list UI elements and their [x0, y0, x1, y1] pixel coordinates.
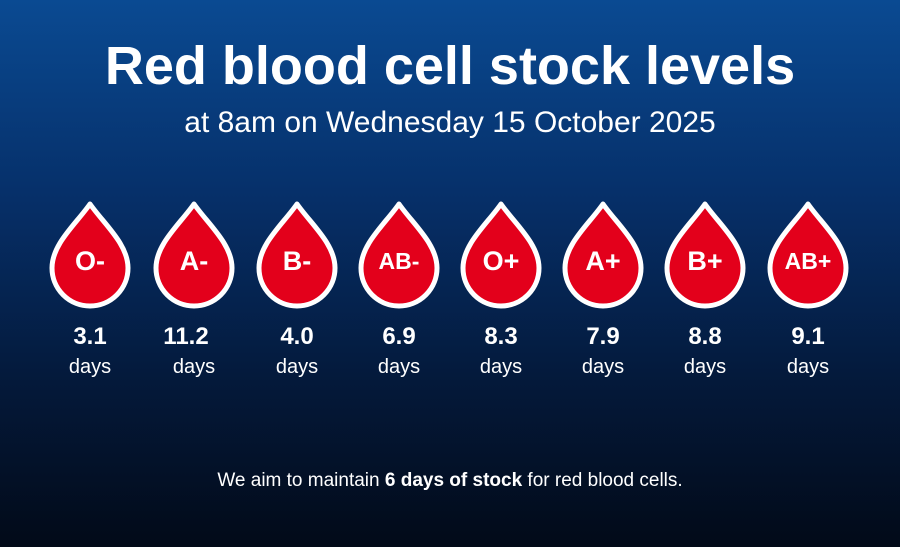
blood-drop-icon: [153, 201, 235, 309]
days-unit: days: [275, 356, 319, 378]
blood-type-o-neg: O- 3.1 days: [40, 200, 140, 390]
days-unit: days: [479, 356, 523, 378]
footer-emphasis: 6 days of stock: [384, 470, 523, 491]
blood-type-label: AB-: [378, 248, 420, 274]
days-value: 8.8: [688, 323, 722, 350]
footer-suffix: for red blood cells.: [522, 470, 683, 491]
blood-type-a-neg: A- 11.2 days: [144, 200, 244, 390]
blood-type-label: B+: [687, 246, 723, 276]
days-value: 4.0: [280, 323, 314, 350]
days-unit: days: [786, 356, 830, 378]
days-unit: days: [683, 356, 727, 378]
blood-drop-icon: [460, 201, 542, 309]
blood-drop-icon: [256, 201, 338, 309]
days-unit: days: [581, 356, 625, 378]
blood-type-b-neg: B- 4.0 days: [247, 200, 347, 390]
blood-drop-icon: [358, 201, 440, 309]
days-value: 3.1: [73, 323, 107, 350]
blood-drop-icon: [49, 201, 131, 309]
blood-type-label: A+: [585, 246, 621, 276]
blood-type-label: AB+: [784, 248, 832, 274]
blood-type-a-pos: A+ 7.9 days: [553, 200, 653, 390]
blood-type-label: A-: [179, 246, 209, 276]
blood-type-ab-pos: AB+ 9.1 days: [758, 200, 858, 390]
blood-type-label: O+: [482, 246, 520, 276]
days-unit: days: [68, 356, 112, 378]
days-value: 11.2: [163, 323, 209, 350]
blood-drop-icon: [767, 201, 849, 309]
blood-drop-icon: [562, 201, 644, 309]
blood-type-label: B-: [282, 246, 312, 276]
blood-type-row: O- 3.1 days A- 11.2 days B- 4.0 days AB-…: [0, 200, 900, 400]
days-value: 8.3: [484, 323, 518, 350]
days-value: 6.9: [382, 323, 416, 350]
days-unit: days: [172, 356, 216, 378]
blood-type-ab-neg: AB- 6.9 days: [349, 200, 449, 390]
footer-prefix: We aim to maintain: [217, 470, 385, 491]
page-subtitle: at 8am on Wednesday 15 October 2025: [184, 106, 716, 139]
blood-type-o-pos: O+ 8.3 days: [451, 200, 551, 390]
stock-target-note: We aim to maintain 6 days of stock for r…: [0, 468, 900, 494]
blood-type-b-pos: B+ 8.8 days: [655, 200, 755, 390]
blood-drop-icon: [664, 201, 746, 309]
page-title: Red blood cell stock levels: [104, 36, 796, 96]
days-value: 7.9: [586, 323, 620, 350]
blood-type-label: O-: [75, 246, 105, 276]
days-unit: days: [377, 356, 421, 378]
days-value: 9.1: [791, 323, 825, 350]
